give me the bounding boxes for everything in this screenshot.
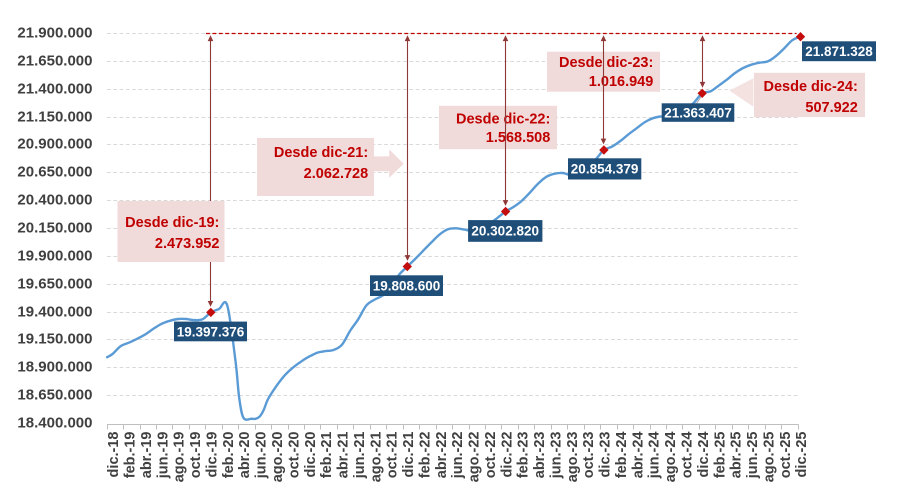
svg-text:jun.-21: jun.-21: [352, 432, 368, 480]
svg-text:dic.-21: dic.-21: [401, 432, 417, 478]
svg-text:feb.-25: feb.-25: [712, 432, 728, 479]
svg-text:feb.-19: feb.-19: [123, 432, 139, 479]
svg-text:19.397.376: 19.397.376: [177, 324, 245, 339]
svg-text:jun.-23: jun.-23: [549, 432, 565, 480]
svg-text:oct.-23: oct.-23: [581, 432, 597, 479]
svg-text:abr.-21: abr.-21: [336, 432, 352, 479]
svg-text:ago.-23: ago.-23: [565, 432, 581, 483]
svg-text:abr.-20: abr.-20: [237, 432, 253, 479]
svg-text:dic.-20: dic.-20: [303, 432, 319, 478]
svg-text:oct.-19: oct.-19: [188, 432, 204, 479]
svg-text:21.900.000: 21.900.000: [17, 25, 92, 42]
svg-text:18.400.000: 18.400.000: [17, 415, 92, 432]
svg-text:Desde dic-24:: Desde dic-24:: [764, 79, 858, 95]
svg-text:jun.-19: jun.-19: [155, 432, 171, 480]
svg-text:feb.-20: feb.-20: [221, 432, 237, 479]
svg-text:dic.-22: dic.-22: [499, 432, 515, 478]
svg-text:Desde dic-22:: Desde dic-22:: [456, 112, 550, 128]
svg-text:oct.-20: oct.-20: [286, 432, 302, 479]
svg-text:feb.-21: feb.-21: [319, 432, 335, 479]
svg-text:feb.-22: feb.-22: [417, 432, 433, 479]
svg-text:abr.-25: abr.-25: [729, 432, 745, 479]
svg-text:19.900.000: 19.900.000: [17, 248, 92, 265]
svg-text:dic.-23: dic.-23: [598, 432, 614, 478]
svg-text:ago.-20: ago.-20: [270, 432, 286, 483]
svg-text:1.568.508: 1.568.508: [486, 130, 551, 146]
svg-text:jun.-22: jun.-22: [450, 432, 466, 480]
svg-text:abr.-23: abr.-23: [532, 432, 548, 479]
svg-text:20.900.000: 20.900.000: [17, 136, 92, 153]
svg-text:Desde dic-23:: Desde dic-23:: [559, 55, 653, 71]
svg-text:Desde dic-21:: Desde dic-21:: [274, 145, 368, 161]
svg-text:ago.-25: ago.-25: [761, 432, 777, 483]
svg-text:dic.-19: dic.-19: [205, 432, 221, 478]
svg-text:19.650.000: 19.650.000: [17, 276, 92, 293]
svg-text:abr.-19: abr.-19: [139, 432, 155, 479]
svg-text:18.650.000: 18.650.000: [17, 387, 92, 404]
svg-text:21.150.000: 21.150.000: [17, 109, 92, 126]
svg-text:jun.-20: jun.-20: [254, 432, 270, 480]
svg-text:18.900.000: 18.900.000: [17, 359, 92, 376]
svg-text:21.871.328: 21.871.328: [805, 44, 873, 59]
svg-text:feb.-24: feb.-24: [614, 432, 630, 479]
svg-text:21.400.000: 21.400.000: [17, 81, 92, 98]
svg-text:19.808.600: 19.808.600: [373, 279, 441, 294]
svg-text:ago.-21: ago.-21: [368, 432, 384, 483]
svg-text:19.150.000: 19.150.000: [17, 331, 92, 348]
svg-text:20.150.000: 20.150.000: [17, 220, 92, 237]
svg-text:20.302.820: 20.302.820: [471, 224, 539, 239]
svg-text:feb.-23: feb.-23: [516, 432, 532, 479]
svg-text:dic.-25: dic.-25: [794, 432, 810, 478]
svg-text:jun.-25: jun.-25: [745, 432, 761, 480]
svg-text:2.062.728: 2.062.728: [304, 166, 369, 182]
svg-text:oct.-21: oct.-21: [385, 432, 401, 479]
svg-text:oct.-22: oct.-22: [483, 432, 499, 479]
svg-text:1.016.949: 1.016.949: [589, 74, 654, 90]
svg-text:20.650.000: 20.650.000: [17, 164, 92, 181]
svg-text:21.650.000: 21.650.000: [17, 53, 92, 70]
svg-text:dic.-18: dic.-18: [106, 432, 122, 478]
svg-text:abr.-22: abr.-22: [434, 432, 450, 479]
svg-text:2.473.952: 2.473.952: [155, 236, 220, 252]
svg-text:dic.-24: dic.-24: [696, 432, 712, 478]
svg-text:jun.-24: jun.-24: [647, 432, 663, 480]
svg-text:21.363.407: 21.363.407: [664, 105, 732, 120]
svg-text:Desde dic-19:: Desde dic-19:: [125, 215, 219, 231]
svg-text:ago.-24: ago.-24: [663, 432, 679, 483]
svg-text:ago.-22: ago.-22: [467, 432, 483, 483]
svg-text:abr.-24: abr.-24: [630, 432, 646, 479]
svg-text:oct.-24: oct.-24: [680, 432, 696, 479]
svg-text:ago.-19: ago.-19: [172, 432, 188, 483]
svg-text:20.400.000: 20.400.000: [17, 192, 92, 209]
svg-text:507.922: 507.922: [805, 100, 857, 116]
svg-text:20.854.379: 20.854.379: [571, 162, 639, 177]
svg-text:oct.-25: oct.-25: [778, 432, 794, 479]
svg-text:19.400.000: 19.400.000: [17, 304, 92, 321]
